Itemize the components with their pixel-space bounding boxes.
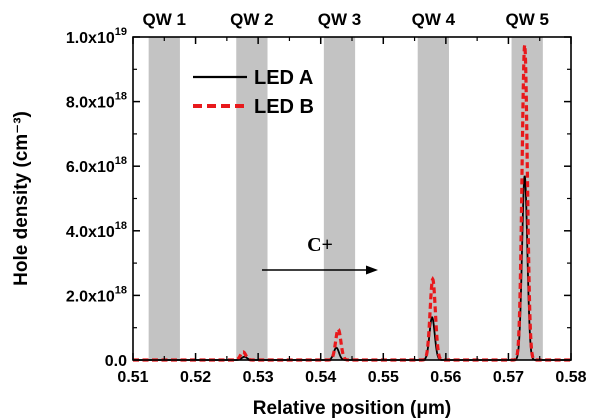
- y-tick-label: 2.0x1018: [66, 284, 127, 305]
- qw-band-5: [511, 37, 543, 360]
- annotation: C+: [262, 234, 378, 275]
- annotation-label: C+: [307, 234, 333, 256]
- x-tick-label: 0.53: [243, 369, 274, 386]
- x-tick-label: 0.55: [368, 369, 399, 386]
- y-axis: 0.0 2.0x1018 4.0x1018 6.0x1018 8.0x1018 1.0x1…: [66, 26, 571, 370]
- legend-label-led-b: LED B: [254, 96, 314, 118]
- y-tick-label: 1.0x1019: [66, 26, 127, 47]
- x-tick-label: 0.52: [180, 369, 211, 386]
- x-tick-label: 0.57: [493, 369, 524, 386]
- well-labels: QW 1 QW 2 QW 3 QW 4 QW 5: [143, 10, 549, 29]
- annotation-arrowhead: [366, 265, 378, 275]
- qw-label-3: QW 3: [318, 10, 361, 29]
- qw-band-2: [236, 37, 268, 360]
- qw-band-4: [417, 37, 449, 360]
- qw-label-5: QW 5: [505, 10, 548, 29]
- qw-label-1: QW 1: [143, 10, 186, 29]
- legend: LED A LED B: [193, 67, 314, 118]
- y-axis-label: Hole density (cm⁻³): [11, 111, 32, 286]
- legend-label-led-a: LED A: [254, 67, 313, 89]
- x-tick-label: 0.56: [430, 369, 461, 386]
- qw-band-1: [148, 37, 180, 360]
- qw-band-3: [323, 37, 356, 360]
- qw-label-4: QW 4: [412, 10, 456, 29]
- quantum-wells: [148, 37, 543, 360]
- x-tick-label: 0.58: [555, 369, 586, 386]
- x-tick-label: 0.54: [305, 369, 336, 386]
- qw-label-2: QW 2: [230, 10, 273, 29]
- y-tick-label: 0.0: [105, 353, 127, 370]
- y-tick-label: 8.0x1018: [66, 91, 127, 112]
- y-tick-label: 4.0x1018: [66, 220, 127, 241]
- x-axis: 0.51 0.52 0.53 0.54 0.55 0.56 0.57 0.58: [117, 37, 587, 386]
- y-tick-label: 6.0x1018: [66, 155, 127, 176]
- x-axis-label: Relative position (μm): [253, 398, 451, 419]
- x-tick-label: 0.51: [117, 369, 148, 386]
